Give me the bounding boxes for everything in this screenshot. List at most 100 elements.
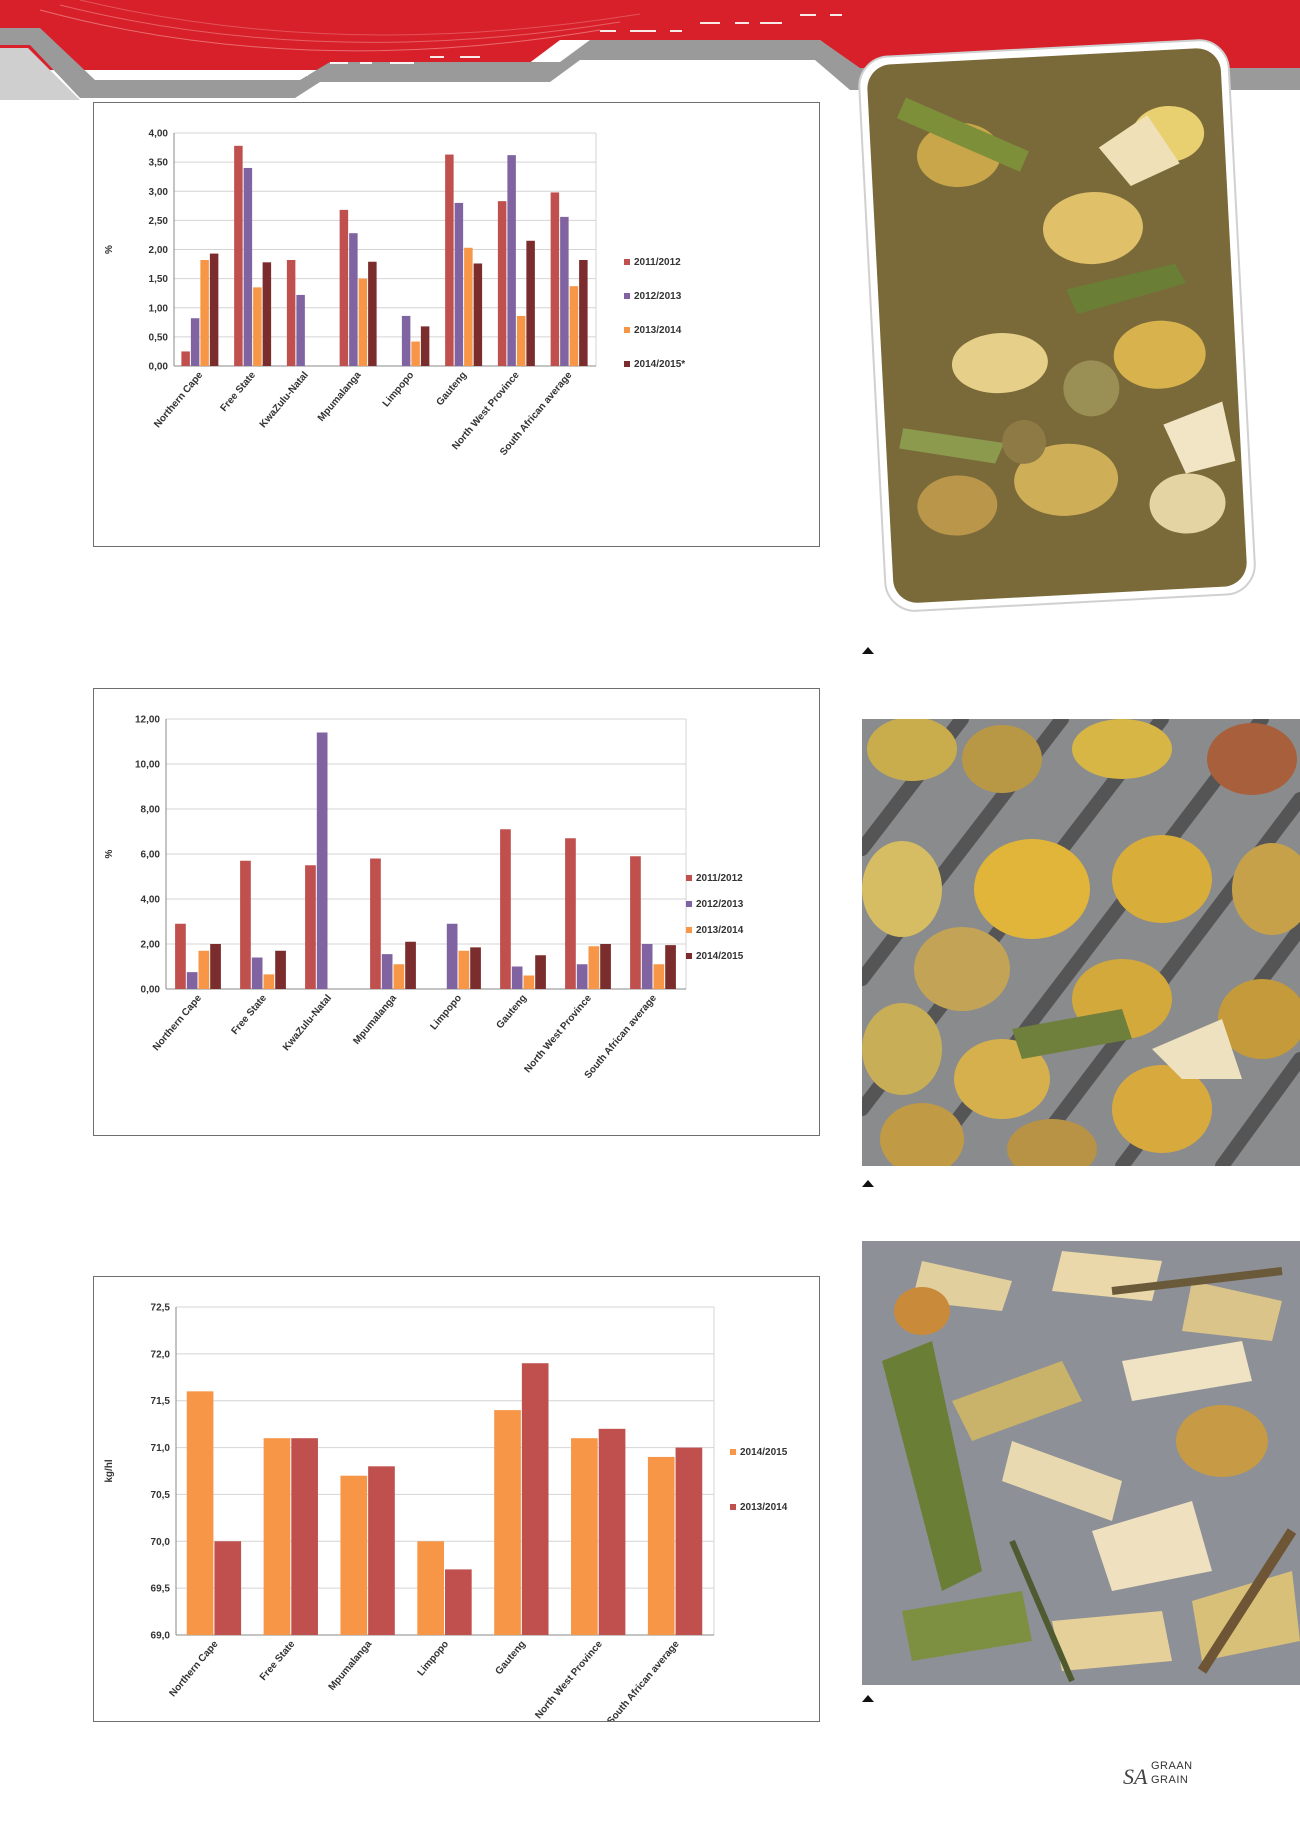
bar-c3-0-1 [214,1541,242,1635]
bar-c1-3-3 [368,261,377,366]
bar-c3-3-0 [417,1541,444,1635]
legend-swatch [730,1504,736,1510]
y-tick-label: 1,50 [149,274,169,285]
logo-sa: SA [1123,1764,1148,1789]
chart-3-frame: 69,0 69,5 70,0 70,5 71,0 71,5 72,0 72,5 kg/hl Nor… [93,1276,820,1722]
y-tick-label: 71,5 [151,1396,171,1407]
y-tick-label: 2,00 [149,245,169,256]
photo-soybean-debris [858,30,1258,620]
y-tick-label: 6,00 [141,850,161,861]
bar-c2-2-0 [305,865,316,989]
bar-c1-7-2 [569,286,579,366]
bar-c2-0-3 [210,944,221,989]
bar-c2-6-2 [588,946,600,989]
x-category-label: South African average [583,993,660,1081]
x-category-label: Mpumalanga [351,993,399,1047]
bar-c2-0-1 [186,972,198,989]
photo-soybeans-sieve [862,719,1300,1166]
bar-c1-1-0 [234,145,243,366]
bar-c1-5-0 [445,154,454,366]
x-category-label: South African average [605,1639,682,1721]
x-category-label: Limpopo [381,370,417,409]
bar-c2-3-3 [405,941,416,989]
y-tick-label: 71,0 [151,1443,171,1454]
bar-c2-5-0 [500,829,511,989]
bar-c1-0-1 [190,318,200,366]
bar-c1-5-2 [464,247,473,366]
legend-swatch [730,1449,736,1455]
chart-1-frame: 0,00 0,50 1,00 1,50 2,00 2,50 3,00 3,50 4,00% Nor… [93,102,820,547]
y-tick-label: 69,5 [151,1584,171,1595]
legend-swatch [624,293,630,299]
bar-c2-3-0 [370,858,381,989]
y-axis-title: % [104,849,115,858]
bar-c1-7-1 [560,216,569,366]
bar-c2-0-2 [198,950,210,989]
x-category-label: North West Province [533,1639,605,1721]
chart-2: 0,00 2,00 4,00 6,00 8,00 10,00 12,00% Northern … [104,715,744,1081]
bar-c2-5-3 [535,955,546,989]
bar-c3-1-1 [291,1438,318,1635]
bar-c1-3-1 [349,233,358,366]
bar-c3-1-0 [263,1438,291,1635]
bar-c3-3-1 [445,1569,472,1635]
x-category-label: Free State [219,370,259,414]
bar-c2-7-2 [653,964,665,989]
bar-c1-6-3 [526,240,535,366]
bar-c1-5-3 [473,263,483,366]
legend-label: 2013/2014 [740,1502,788,1513]
bar-c3-6-1 [675,1447,703,1635]
y-tick-label: 0,00 [149,362,169,373]
legend-label: 2014/2015 [696,951,744,962]
y-tick-label: 0,00 [141,985,161,996]
y-tick-label: 2,50 [149,216,169,227]
legend-swatch [686,901,692,907]
y-tick-label: 69,0 [151,1631,171,1642]
bar-c2-7-3 [665,945,676,989]
y-axis-title: % [104,245,115,254]
x-category-label: Limpopo [428,993,464,1032]
y-tick-label: 72,5 [151,1303,171,1314]
bar-c2-5-1 [511,966,523,989]
chart-2-frame: 0,00 2,00 4,00 6,00 8,00 10,00 12,00% Northern … [93,688,820,1136]
legend-label: 2014/2015* [634,359,685,370]
bar-c1-6-0 [497,201,507,366]
bar-c3-5-1 [598,1428,626,1635]
bar-c1-0-0 [181,351,190,366]
bar-c2-3-1 [381,954,393,989]
x-category-label: Mpumalanga [316,370,364,424]
bar-c3-4-1 [521,1363,549,1635]
bar-c1-2-1 [296,294,305,366]
bar-c1-0-2 [200,259,209,366]
bar-c1-5-1 [454,202,464,366]
bar-c2-6-3 [600,944,611,989]
x-category-label: Northern Cape [151,993,204,1054]
bar-c2-7-0 [630,856,641,989]
bar-c2-4-3 [470,947,481,989]
bar-c1-0-3 [209,253,219,366]
y-tick-label: 3,50 [149,158,169,169]
bar-c3-4-0 [494,1410,521,1635]
bar-c2-2-1 [316,732,328,989]
bar-c2-1-0 [240,860,251,989]
bar-c1-7-3 [579,259,588,366]
bar-c3-5-0 [571,1438,598,1635]
x-category-label: Northern Cape [167,1639,220,1700]
x-category-label: KwaZulu-Natal [258,370,311,430]
bar-c2-6-0 [565,838,576,989]
x-category-label: Gauteng [493,1639,527,1677]
legend-label: 2011/2012 [696,873,743,884]
bar-c1-6-2 [516,315,526,366]
caption-arrow-3 [862,1695,874,1702]
bar-c1-7-0 [550,192,560,366]
caption-arrow-2 [862,1180,874,1187]
x-category-label: KwaZulu-Natal [281,993,334,1053]
bar-c2-7-1 [641,944,653,989]
y-tick-label: 10,00 [135,760,160,771]
bar-c2-3-2 [393,964,405,989]
bar-c1-3-2 [358,278,368,366]
bar-c1-6-1 [507,155,516,366]
legend-swatch [624,327,630,333]
legend-swatch [686,953,692,959]
bar-c1-4-3 [420,326,430,366]
